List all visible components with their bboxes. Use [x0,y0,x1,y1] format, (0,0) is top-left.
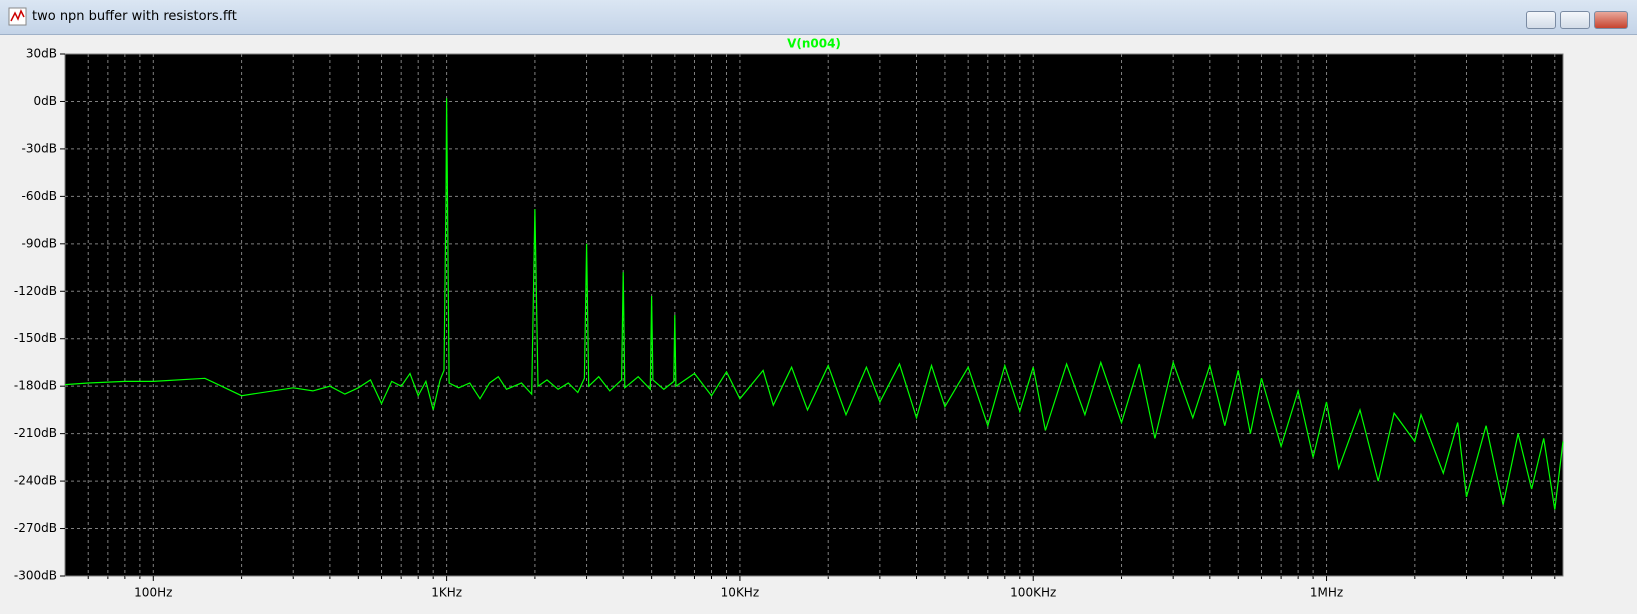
window-title: two npn buffer with resistors.fft [32,9,237,24]
title-bar: two npn buffer with resistors.fft [0,0,1637,35]
y-tick-label: 30dB [26,47,57,61]
y-tick-label: -120dB [14,284,57,298]
restore-button[interactable] [1560,11,1590,29]
y-tick-label: -90dB [22,236,57,250]
y-tick-label: -240dB [14,474,57,488]
y-tick-label: -270dB [14,521,57,535]
y-tick-label: -300dB [14,569,57,583]
legend-entry: V(n004) [787,37,841,51]
y-tick-label: -60dB [22,189,57,203]
y-tick-label: 0dB [34,94,57,108]
y-tick-label: -30dB [22,141,57,155]
trace [64,98,1564,510]
x-tick-label: 100KHz [1010,586,1056,600]
x-tick-label: 100Hz [134,586,172,600]
x-tick-label: 1MHz [1310,586,1343,600]
plot-area [64,53,1564,577]
y-tick-label: -210dB [14,426,57,440]
y-tick-label: -150dB [14,331,57,345]
minimize-button[interactable] [1526,11,1556,29]
x-tick-label: 1KHz [431,586,462,600]
x-tick-label: 10KHz [721,586,759,600]
app-icon [8,7,27,26]
close-button[interactable] [1594,11,1628,29]
y-tick-label: -180dB [14,379,57,393]
